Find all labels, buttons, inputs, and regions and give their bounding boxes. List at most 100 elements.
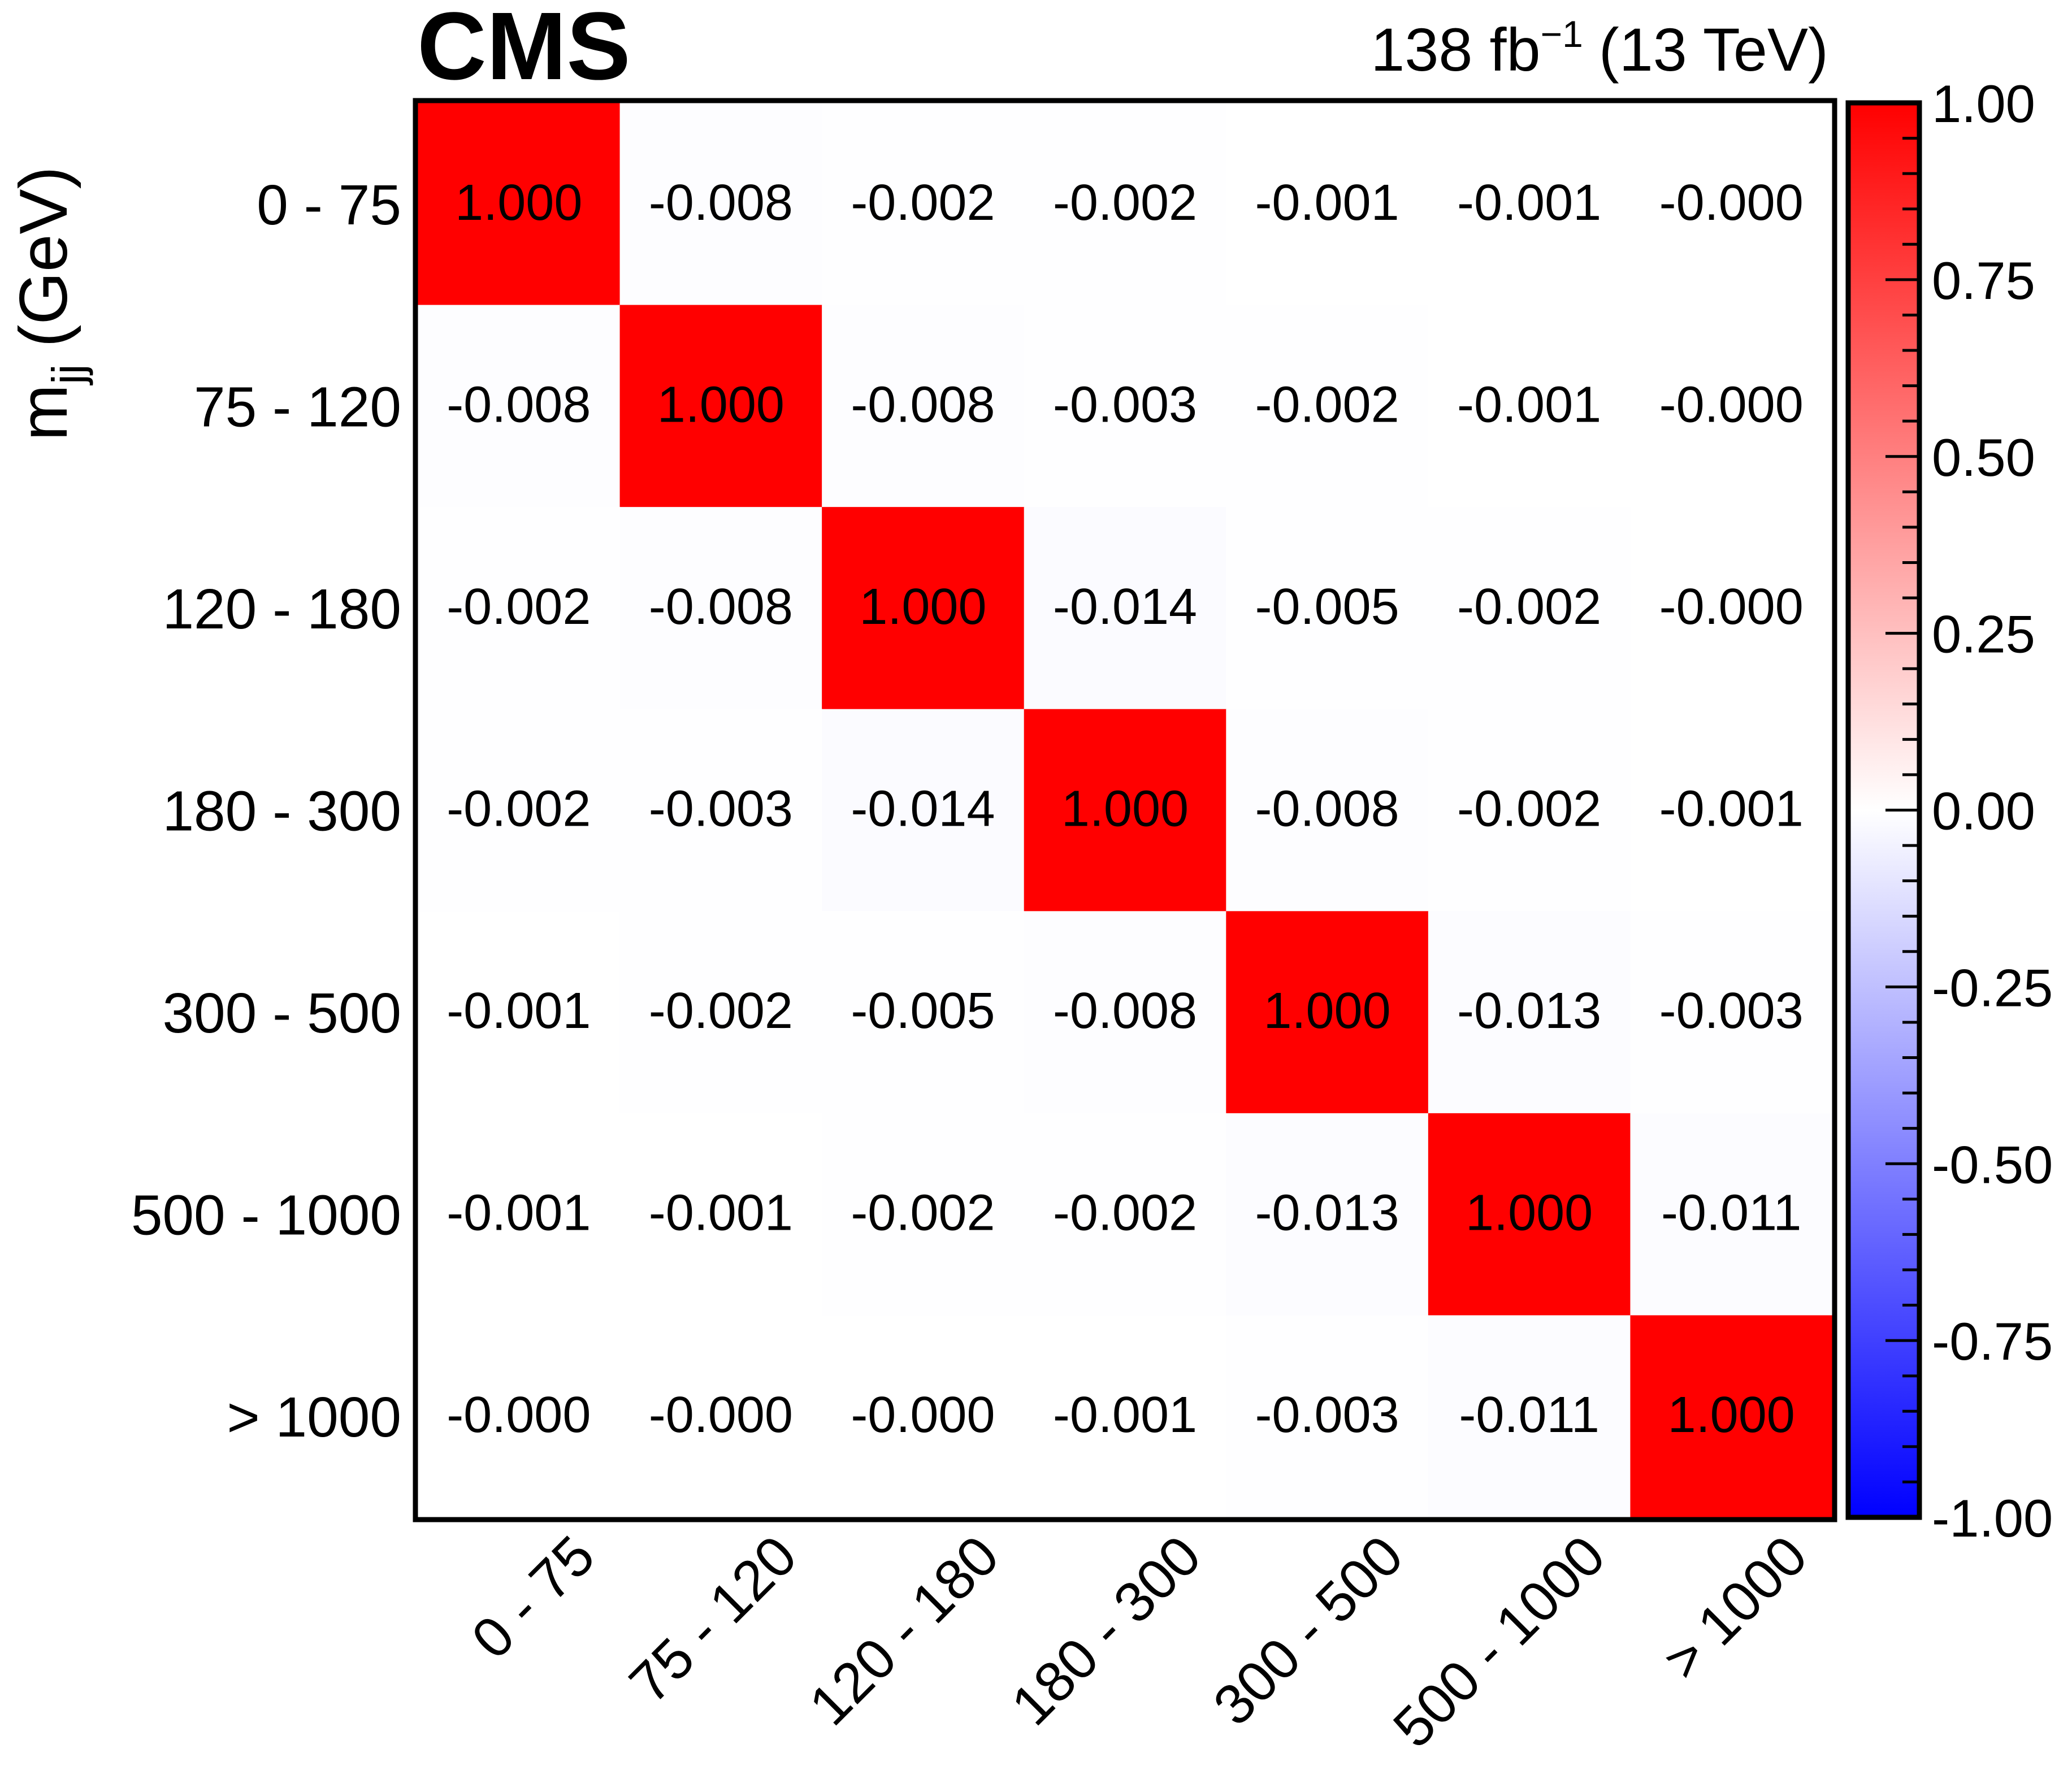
cell-value-label: -0.008 bbox=[1255, 781, 1399, 838]
colorbar-tick-label: 0.25 bbox=[1932, 605, 2035, 664]
heatmap-cell bbox=[619, 1315, 822, 1518]
y-axis-title: mjj (GeV) bbox=[6, 166, 93, 441]
heatmap-cell bbox=[1428, 1315, 1631, 1518]
energy-label: (13 TeV) bbox=[1599, 15, 1828, 84]
cell-value-label: -0.008 bbox=[851, 376, 995, 433]
cell-value-label: -0.000 bbox=[851, 1387, 995, 1443]
cell-value-label: -0.000 bbox=[1659, 579, 1804, 635]
heatmap-cell bbox=[418, 1113, 621, 1316]
heatmap-cell bbox=[1226, 305, 1429, 507]
cell-value-label: -0.003 bbox=[1659, 983, 1804, 1039]
cell-value-label: 1.000 bbox=[455, 175, 582, 231]
heatmap-cell bbox=[1226, 1315, 1429, 1518]
heatmap-cell bbox=[1630, 709, 1833, 912]
cell-value-label: 1.000 bbox=[1061, 781, 1189, 838]
heatmap-cell bbox=[418, 103, 621, 306]
y-tick-label: 120 - 180 bbox=[162, 578, 401, 641]
heatmap-cell bbox=[1428, 709, 1631, 912]
luminosity-value: 138 fb bbox=[1371, 15, 1540, 84]
heatmap-cell bbox=[1024, 103, 1227, 306]
colorbar-tick-label: -0.25 bbox=[1932, 958, 2053, 1017]
cell-value-label: 1.000 bbox=[657, 376, 784, 433]
cell-value-label: -0.002 bbox=[447, 781, 591, 838]
heatmap-cell bbox=[619, 1113, 822, 1316]
cell-value-label: -0.001 bbox=[447, 983, 591, 1039]
heatmap-cell bbox=[1428, 507, 1631, 710]
cell-value-label: 1.000 bbox=[1466, 1185, 1593, 1242]
cell-value-label: -0.001 bbox=[1457, 376, 1601, 433]
heatmap-cell bbox=[418, 911, 621, 1114]
heatmap-cell bbox=[418, 305, 621, 507]
cell-value-label: -0.001 bbox=[1053, 1387, 1197, 1443]
cell-value-label: -0.002 bbox=[1457, 781, 1601, 838]
heatmap-cell bbox=[418, 1315, 621, 1518]
y-tick-label: 180 - 300 bbox=[162, 780, 401, 843]
cell-value-label: -0.000 bbox=[649, 1387, 793, 1443]
cell-value-label: -0.002 bbox=[1255, 376, 1399, 433]
heatmap-cells bbox=[418, 103, 1833, 1518]
y-axis-title-sub: jj bbox=[43, 364, 93, 385]
cell-value-label: -0.003 bbox=[649, 781, 793, 838]
colorbar-tick-label: 0.00 bbox=[1932, 782, 2035, 841]
heatmap-cell bbox=[822, 709, 1025, 912]
heatmap-cell bbox=[1226, 1113, 1429, 1316]
colorbar-tick-label: -0.75 bbox=[1932, 1312, 2053, 1371]
heatmap-cell bbox=[1428, 911, 1631, 1114]
cell-value-label: -0.014 bbox=[1053, 579, 1197, 635]
heatmap-value-labels: 1.000 -0.008 -0.002 -0.002 -0.001 -0.001 -0.00… bbox=[447, 175, 1804, 1443]
heatmap-cell bbox=[822, 305, 1025, 507]
cell-value-label: -0.002 bbox=[1053, 175, 1197, 231]
heatmap-cell bbox=[1226, 911, 1429, 1114]
colorbar-tick-label: 0.50 bbox=[1932, 428, 2035, 487]
heatmap-cell bbox=[1226, 709, 1429, 912]
heatmap-cell bbox=[1428, 1113, 1631, 1316]
heatmap-cell bbox=[1024, 507, 1227, 710]
heatmap-cell bbox=[619, 911, 822, 1114]
x-tick-label: > 1000 bbox=[1651, 1524, 1819, 1691]
heatmap-cell bbox=[1024, 1315, 1227, 1518]
colorbar-tick-label: 0.75 bbox=[1932, 251, 2035, 310]
cell-value-label: -0.002 bbox=[649, 983, 793, 1039]
cell-value-label: 1.000 bbox=[859, 579, 986, 635]
heatmap-cell bbox=[1630, 1315, 1833, 1518]
heatmap-cell bbox=[418, 709, 621, 912]
heatmap-cell bbox=[1630, 305, 1833, 507]
heatmap-cell bbox=[1024, 305, 1227, 507]
y-tick-label: 0 - 75 bbox=[257, 173, 401, 237]
cell-value-label: 1.000 bbox=[1263, 983, 1390, 1039]
cell-value-label: -0.002 bbox=[851, 1185, 995, 1242]
x-tick-label: 0 - 75 bbox=[460, 1524, 606, 1670]
cell-value-label: -0.001 bbox=[1457, 175, 1601, 231]
cell-value-label: -0.000 bbox=[1659, 175, 1804, 231]
cell-value-label: -0.013 bbox=[1457, 983, 1601, 1039]
heatmap-cell bbox=[822, 1113, 1025, 1316]
y-tick-label: 500 - 1000 bbox=[131, 1184, 401, 1247]
cell-value-label: -0.001 bbox=[1255, 175, 1399, 231]
y-tick-label: 75 - 120 bbox=[194, 375, 401, 439]
y-axis-title-main: m bbox=[6, 384, 81, 441]
colorbar-tick-label: -1.00 bbox=[1932, 1489, 2053, 1548]
heatmap-cell bbox=[1226, 507, 1429, 710]
heatmap-cell bbox=[1630, 103, 1833, 306]
heatmap-cell bbox=[1024, 1113, 1227, 1316]
luminosity-exponent: −1 bbox=[1541, 13, 1583, 55]
cell-value-label: -0.013 bbox=[1255, 1185, 1399, 1242]
heatmap-cell bbox=[822, 911, 1025, 1114]
cell-value-label: -0.011 bbox=[1459, 1387, 1599, 1443]
cell-value-label: 1.000 bbox=[1668, 1387, 1795, 1443]
y-axis-tick-labels: 0 - 75 75 - 120 120 - 180 180 - 300 300 - 50… bbox=[131, 173, 401, 1449]
colorbar-tick-label: 1.00 bbox=[1932, 74, 2035, 133]
heatmap-cell bbox=[822, 103, 1025, 306]
cell-value-label: -0.003 bbox=[1053, 376, 1197, 433]
cell-value-label: -0.008 bbox=[1053, 983, 1197, 1039]
cell-value-label: -0.002 bbox=[447, 579, 591, 635]
heatmap-cell bbox=[822, 1315, 1025, 1518]
experiment-label: CMS bbox=[417, 0, 631, 100]
y-tick-label: > 1000 bbox=[227, 1386, 401, 1449]
x-tick-label: 75 - 120 bbox=[617, 1524, 809, 1715]
heatmap-cell bbox=[1428, 305, 1631, 507]
cell-value-label: -0.011 bbox=[1661, 1185, 1802, 1242]
heatmap-cell bbox=[1024, 709, 1227, 912]
